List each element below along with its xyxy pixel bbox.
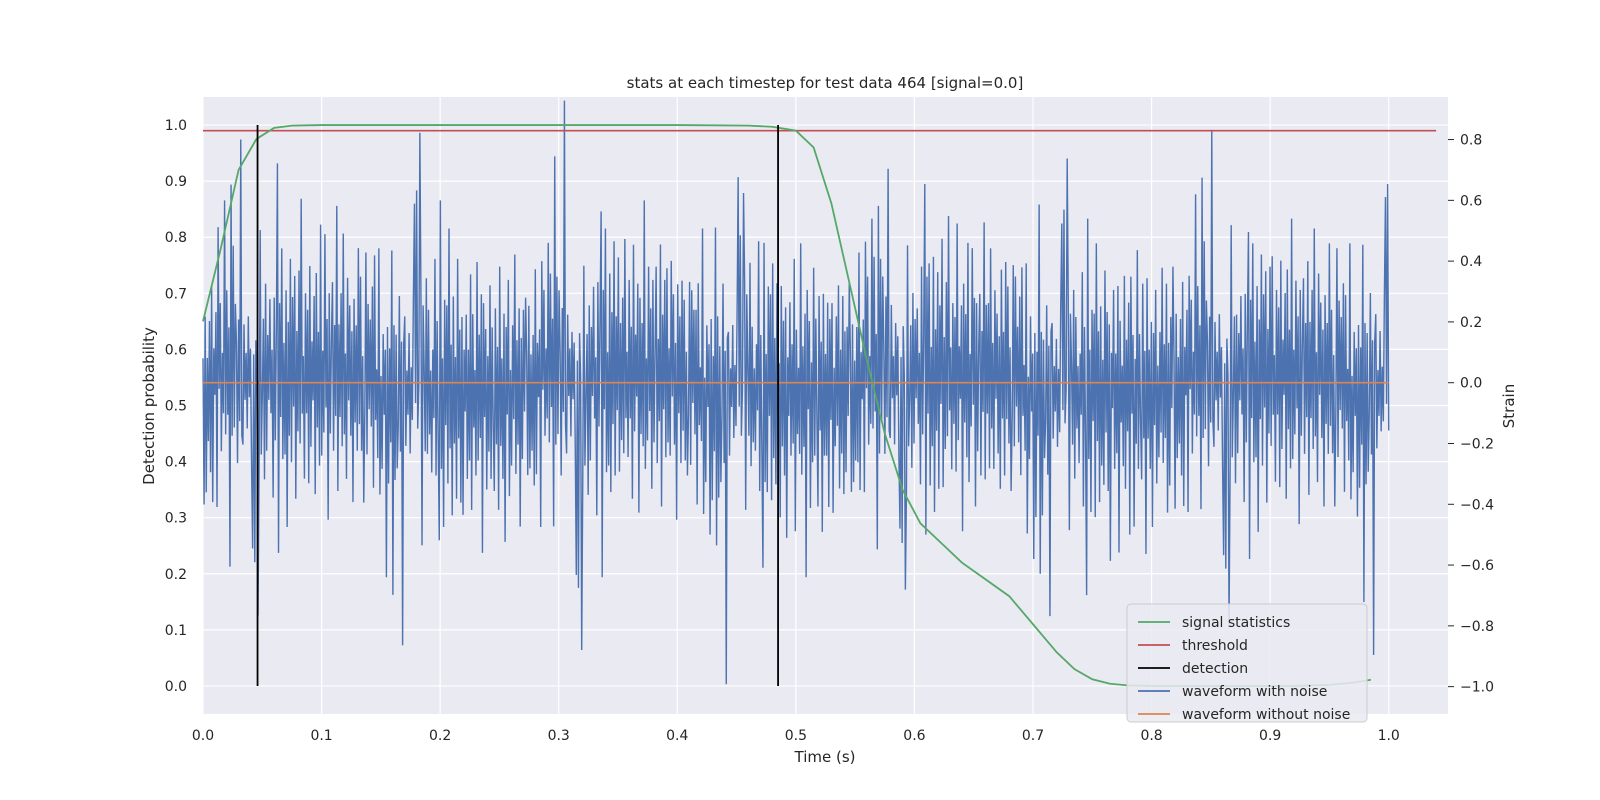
y-right-tick-label: 0.6 (1460, 193, 1482, 209)
y-right-tick-label: 0.4 (1460, 254, 1482, 270)
y-left-tick-label: 0.1 (165, 623, 187, 639)
x-tick-label: 0.0 (192, 728, 214, 744)
x-tick-label: 0.8 (1140, 728, 1162, 744)
y-right-tick-label: −0.4 (1460, 497, 1494, 513)
y-axis-right-label: Strain (1500, 384, 1518, 428)
x-tick-label: 0.2 (429, 728, 451, 744)
legend-box (1126, 603, 1368, 723)
y-right-tick-label: −0.6 (1460, 558, 1494, 574)
waveform-with-noise-line (202, 100, 1390, 685)
y-right-tick-label: 0.8 (1460, 133, 1482, 149)
y-axis-left-ticks: 0.0 0.1 0.2 0.3 0.4 0.5 0.6 0.7 0.8 0.9 1.0 (165, 118, 187, 695)
x-tick-label: 0.3 (548, 728, 570, 744)
legend-label: waveform without noise (1182, 707, 1350, 723)
legend-items: signal statistics threshold detection wavef… (1138, 615, 1350, 723)
y-right-tick-label: −0.2 (1460, 436, 1494, 452)
legend-label: threshold (1182, 638, 1248, 654)
legend-label: waveform with noise (1182, 684, 1327, 700)
x-axis-ticks: 0.0 0.1 0.2 0.3 0.4 0.5 0.6 0.7 0.8 0.9 1.0 (192, 728, 1400, 744)
y-left-tick-label: 0.6 (165, 342, 187, 358)
x-tick-label: 0.4 (666, 728, 688, 744)
y-right-tick-label: 0.0 (1460, 376, 1482, 392)
y-axis-right-ticks: −1.0 −0.8 −0.6 −0.4 −0.2 0.0 0.2 0.4 0.6 0.8 (1448, 133, 1494, 696)
x-tick-label: 0.5 (785, 728, 807, 744)
x-tick-label: 0.7 (1022, 728, 1044, 744)
legend: signal statistics threshold detection wavef… (1126, 603, 1368, 723)
x-tick-label: 1.0 (1378, 728, 1400, 744)
y-left-tick-label: 0.8 (165, 230, 187, 246)
x-tick-label: 0.6 (903, 728, 925, 744)
x-tick-label: 0.9 (1259, 728, 1281, 744)
y-axis-left-label: Detection probability (140, 327, 158, 485)
y-left-tick-label: 0.7 (165, 286, 187, 302)
y-left-tick-label: 1.0 (165, 118, 187, 134)
y-right-tick-label: 0.2 (1460, 315, 1482, 331)
y-left-tick-label: 0.2 (165, 567, 187, 583)
x-axis-label: Time (s) (794, 748, 856, 766)
legend-label: detection (1182, 661, 1248, 677)
y-left-tick-label: 0.0 (165, 679, 187, 695)
x-tick-label: 0.1 (310, 728, 332, 744)
y-left-tick-label: 0.3 (165, 511, 187, 527)
y-right-tick-label: −1.0 (1460, 680, 1494, 696)
chart-title: stats at each timestep for test data 464… (627, 74, 1024, 92)
y-left-tick-label: 0.4 (165, 455, 187, 471)
y-left-tick-label: 0.9 (165, 174, 187, 190)
y-left-tick-label: 0.5 (165, 399, 187, 415)
legend-label: signal statistics (1182, 615, 1290, 631)
y-right-tick-label: −0.8 (1460, 619, 1494, 635)
